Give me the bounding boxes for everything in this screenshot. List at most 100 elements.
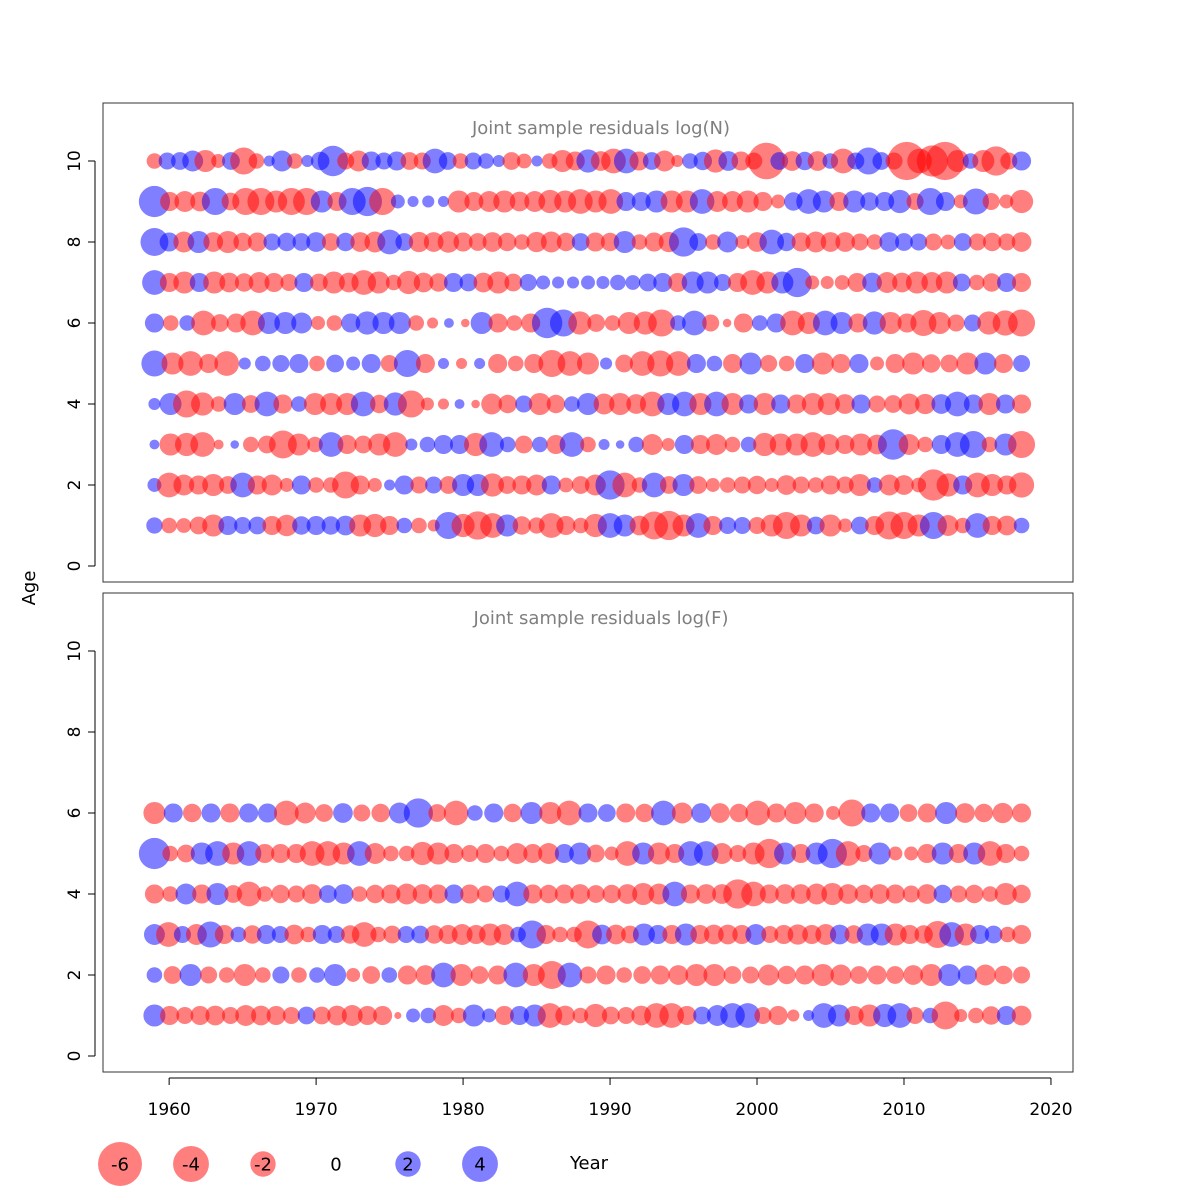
residual-bubble — [238, 357, 251, 370]
residual-bubble — [868, 842, 891, 865]
residual-bubble — [540, 231, 562, 253]
residual-bubble — [274, 800, 299, 826]
residual-bubble — [568, 311, 592, 335]
residual-bubble — [616, 803, 636, 823]
residual-bubble — [257, 886, 273, 902]
residual-bubble — [876, 272, 898, 293]
residual-bubble — [492, 154, 505, 168]
residual-bubble — [601, 1006, 620, 1025]
residual-bubble — [233, 963, 256, 987]
residual-bubble — [161, 517, 177, 534]
residual-bubble — [498, 476, 517, 494]
residual-bubble — [806, 883, 828, 905]
residual-bubble — [571, 233, 590, 251]
residual-bubble — [674, 434, 694, 455]
residual-bubble — [672, 391, 697, 417]
residual-bubble — [408, 231, 430, 253]
residual-bubble — [982, 273, 1001, 292]
residual-bubble — [602, 884, 621, 904]
y-tick-label: 8 — [65, 727, 85, 738]
residual-bubble — [1012, 151, 1032, 171]
residual-bubble — [633, 966, 652, 984]
residual-bubble — [216, 230, 239, 254]
residual-bubble — [968, 1007, 984, 1024]
residual-bubble — [280, 273, 298, 292]
residual-bubble — [384, 479, 396, 491]
residual-bubble — [189, 516, 208, 535]
residual-bubble — [866, 477, 883, 493]
residual-bubble — [536, 275, 551, 290]
residual-bubble — [163, 315, 179, 331]
residual-bubble — [257, 803, 278, 823]
residual-bubble — [322, 271, 345, 294]
panel-log-f: Joint sample residuals log(F) 0 2 4 6 8 10 — [65, 592, 1074, 1073]
residual-bubble — [499, 436, 516, 453]
residual-bubble — [506, 843, 528, 864]
residual-bubble — [662, 881, 688, 907]
residual-bubble — [928, 311, 951, 335]
residual-bubble — [539, 884, 558, 904]
residual-bubble — [255, 843, 275, 864]
residual-bubble — [214, 351, 240, 376]
residual-bubble — [829, 924, 850, 945]
residual-bubble — [433, 1005, 454, 1026]
residual-bubble — [843, 190, 866, 213]
residual-bubble — [255, 355, 271, 372]
residual-bubble — [251, 1005, 271, 1026]
residual-bubble — [309, 967, 325, 983]
residual-bubble — [213, 439, 224, 450]
residual-bubble — [528, 392, 551, 416]
residual-bubble — [579, 966, 597, 984]
residual-bubble — [390, 194, 405, 209]
residual-bubble — [482, 232, 503, 252]
residual-bubble — [819, 514, 842, 537]
residual-bubble — [437, 398, 450, 410]
residual-bubble — [651, 800, 676, 826]
residual-bubble — [984, 925, 1003, 944]
residual-bubble — [277, 232, 296, 252]
residual-bubble — [722, 191, 743, 212]
residual-bubble — [357, 1005, 377, 1026]
residual-bubble — [493, 924, 515, 945]
residual-bubble — [659, 476, 678, 494]
residual-bubble — [1013, 517, 1030, 534]
residual-bubble — [351, 922, 377, 947]
residual-bubble — [784, 801, 807, 825]
residual-bubble — [355, 311, 379, 335]
residual-bubble — [464, 152, 482, 170]
residual-bubble — [479, 432, 504, 457]
residual-bubble — [931, 1001, 960, 1030]
residual-bubble — [369, 187, 397, 216]
y-tick-label: 4 — [65, 889, 85, 900]
residual-bubble — [309, 355, 325, 372]
residual-bubble — [364, 843, 386, 864]
residual-bubble — [880, 803, 900, 823]
residual-bubble — [641, 472, 667, 498]
residual-bubble — [439, 476, 458, 494]
residual-bubble — [869, 884, 890, 904]
residual-bubble — [771, 194, 786, 209]
residual-bubble — [143, 1004, 166, 1027]
residual-bubble — [333, 884, 354, 904]
residual-bubble — [706, 355, 723, 372]
residual-bubble — [654, 150, 675, 172]
residual-bubble — [717, 231, 739, 253]
residual-bubble — [397, 965, 417, 985]
residual-bubble — [959, 430, 987, 459]
residual-bubble — [584, 1003, 608, 1028]
residual-bubble — [982, 232, 1002, 252]
residual-bubble — [872, 152, 891, 170]
residual-bubble — [518, 920, 547, 949]
residual-bubble — [365, 884, 385, 904]
residual-bubble — [475, 843, 496, 864]
residual-bubble — [174, 191, 196, 212]
residual-bubble — [552, 926, 568, 943]
residual-bubble — [162, 845, 179, 862]
residual-bubble — [160, 1005, 180, 1026]
residual-bubble — [456, 357, 468, 370]
residual-bubble — [506, 315, 523, 331]
residual-bubble — [538, 513, 564, 538]
residual-bubble — [804, 803, 824, 823]
residual-bubble — [787, 1009, 800, 1022]
residual-bubble — [146, 517, 163, 534]
